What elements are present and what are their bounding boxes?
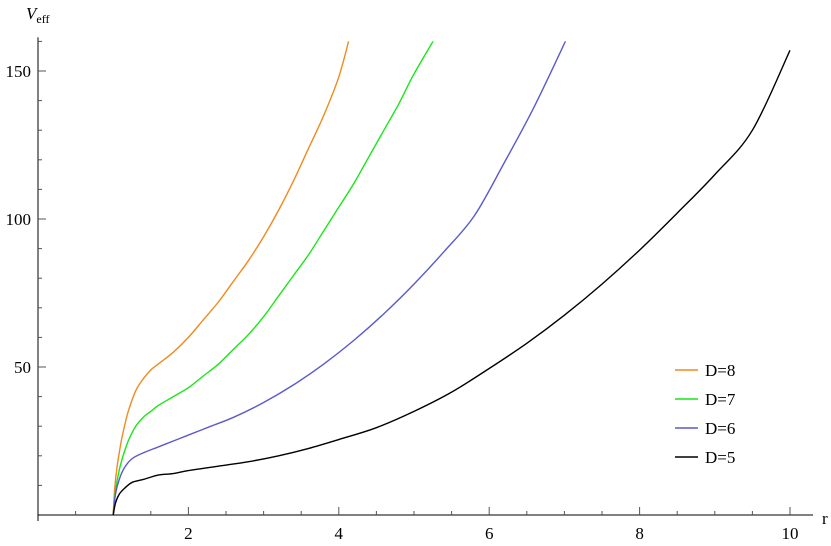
y-tick-label: 100 [6,210,32,229]
legend-label-d8: D=8 [705,361,735,380]
y-tick-label: 50 [14,358,31,377]
axes: 2 4 6 8 10 50 100 150 [6,37,814,543]
x-tick-label: 6 [485,524,494,543]
x-tick-label: 8 [635,524,644,543]
legend-label-d6: D=6 [705,419,735,438]
y-axis-label: Veff [26,4,50,26]
legend-label-d7: D=7 [705,390,736,409]
legend-label-d5: D=5 [705,448,735,467]
y-axis-label-subscript: eff [36,12,49,26]
series-line-d6 [112,41,567,516]
legend: D=8 D=7 D=6 D=5 [675,361,736,467]
series-group [112,41,791,516]
x-tick-label: 4 [335,524,344,543]
y-tick-label: 150 [6,62,32,81]
x-tick-label: 2 [184,524,193,543]
series-line-d7 [112,41,434,516]
series-line-d8 [112,41,350,516]
x-axis-label: r [822,509,828,528]
y-axis-label-main: V [26,4,39,23]
series-line-d5 [112,49,791,516]
x-tick-label: 10 [782,524,799,543]
